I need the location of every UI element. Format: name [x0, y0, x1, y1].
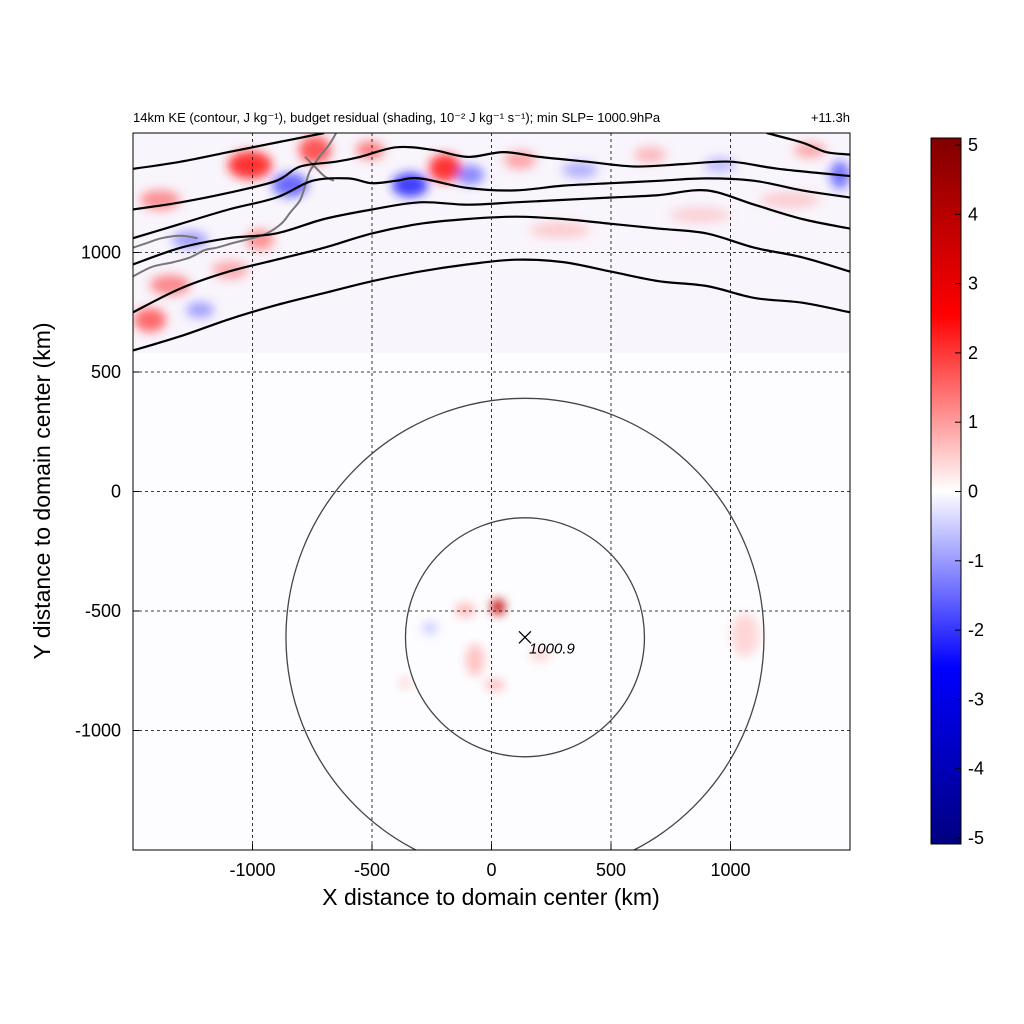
colorbar-tick-label: 3	[968, 274, 978, 294]
ke-contour-line	[133, 145, 850, 211]
colorbar-tick-label: -4	[968, 759, 984, 779]
x-tick-label: 1000	[710, 860, 750, 880]
x-axis-ticks: -1000 -500 0 500 1000	[229, 844, 751, 880]
x-tick-label: 0	[486, 860, 496, 880]
x-tick-label: 500	[596, 860, 626, 880]
ke-contour-line	[133, 215, 850, 314]
ke-contours	[133, 133, 850, 352]
colorbar-tick-label: 5	[968, 135, 978, 155]
colorbar-ticks: 5 4 3 2 1 0 -1 -2 -3 -4 -5	[955, 135, 984, 848]
x-tick-label: -500	[354, 860, 390, 880]
y-tick-label: 500	[91, 362, 121, 382]
colorbar-tick-label: -2	[968, 620, 984, 640]
storm-center-marker: 1000.9	[518, 630, 576, 657]
y-tick-label: 0	[111, 482, 121, 502]
ke-contour-line	[766, 133, 850, 156]
ke-contour-line	[133, 133, 325, 170]
chart-title: 14km KE (contour, J kg⁻¹), budget residu…	[133, 110, 661, 125]
x-tick-label: -1000	[229, 860, 275, 880]
colorbar-tick-label: -5	[968, 828, 984, 848]
time-label: +11.3h	[811, 110, 850, 125]
y-tick-label: -500	[85, 601, 121, 621]
coastline	[133, 234, 198, 249]
ke-contour-line	[133, 177, 850, 240]
y-axis-label: Y distance to domain center (km)	[29, 322, 55, 659]
range-ring	[404, 517, 646, 758]
y-tick-label: -1000	[75, 721, 121, 741]
colorbar-tick-label: -1	[968, 551, 984, 571]
colorbar-tick-label: 1	[968, 412, 978, 432]
ke-contour-line	[133, 188, 850, 266]
ke-contour-line	[133, 258, 850, 352]
x-axis-label: X distance to domain center (km)	[322, 884, 659, 910]
colorbar-tick-label: -3	[968, 689, 984, 709]
coastline	[133, 133, 337, 278]
colorbar-tick-label: 2	[968, 343, 978, 363]
range-rings	[285, 397, 765, 850]
colorbar-tick-label: 0	[968, 482, 978, 502]
y-axis-ticks: -1000 -500 0 500 1000	[75, 243, 139, 741]
y-tick-label: 1000	[81, 243, 121, 263]
range-ring	[285, 397, 765, 850]
storm-center-label: 1000.9	[529, 640, 576, 657]
storm-center-x-mark	[518, 630, 532, 644]
colorbar-tick-label: 4	[968, 204, 978, 224]
